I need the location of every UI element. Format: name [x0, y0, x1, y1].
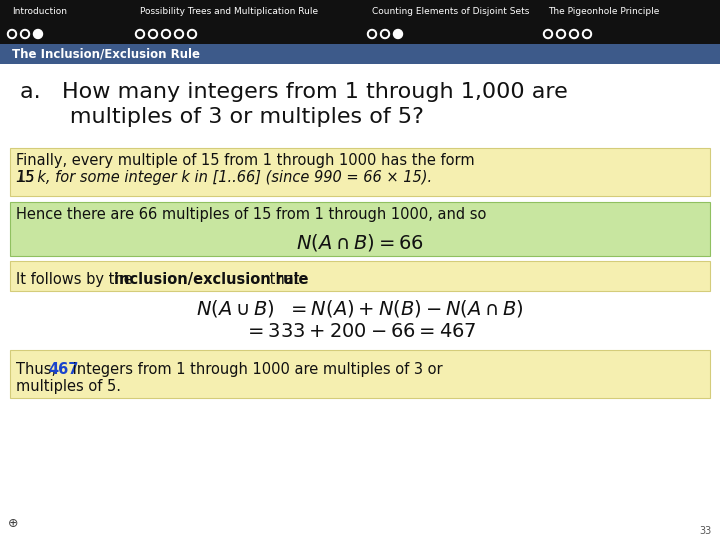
- Circle shape: [138, 31, 143, 37]
- FancyBboxPatch shape: [10, 261, 710, 291]
- Text: that: that: [266, 272, 300, 287]
- Circle shape: [189, 31, 194, 37]
- Circle shape: [585, 31, 590, 37]
- Circle shape: [582, 30, 592, 38]
- FancyBboxPatch shape: [10, 148, 710, 196]
- Circle shape: [544, 30, 552, 38]
- Text: multiples of 3 or multiples of 5?: multiples of 3 or multiples of 5?: [20, 107, 424, 127]
- Text: 15 ​​​​​​k, for some integer k in [1..66] (since 990 = 66 × 15).: 15 ​​​​​​k, for some integer k in [1..66…: [16, 170, 432, 185]
- Circle shape: [161, 30, 171, 38]
- Text: Hence there are 66 multiples of 15 from 1 through 1000, and so: Hence there are 66 multiples of 15 from …: [16, 207, 487, 222]
- Circle shape: [380, 30, 390, 38]
- Text: Introduction: Introduction: [12, 7, 67, 16]
- Circle shape: [135, 30, 145, 38]
- Text: Finally, every multiple of 15 from 1 through 1000 has the form: Finally, every multiple of 15 from 1 thr…: [16, 153, 474, 168]
- Text: ⊕: ⊕: [8, 517, 19, 530]
- FancyBboxPatch shape: [0, 44, 720, 64]
- Circle shape: [163, 31, 168, 37]
- Text: multiples of 5.: multiples of 5.: [16, 379, 121, 394]
- Text: Thus,: Thus,: [16, 362, 60, 377]
- Circle shape: [546, 31, 551, 37]
- Text: 33: 33: [700, 526, 712, 536]
- Text: Possibility Trees and Multiplication Rule: Possibility Trees and Multiplication Rul…: [140, 7, 318, 16]
- Circle shape: [570, 30, 578, 38]
- Text: Counting Elements of Disjoint Sets: Counting Elements of Disjoint Sets: [372, 7, 529, 16]
- Circle shape: [174, 30, 184, 38]
- Circle shape: [394, 30, 402, 38]
- FancyBboxPatch shape: [10, 202, 710, 256]
- Circle shape: [369, 31, 374, 37]
- Text: inclusion/exclusion rule: inclusion/exclusion rule: [114, 272, 309, 287]
- FancyBboxPatch shape: [10, 350, 710, 398]
- Text: 15: 15: [16, 170, 35, 185]
- Text: $\mathit{N}(\mathit{A} \cap \mathit{B}) = 66$: $\mathit{N}(\mathit{A} \cap \mathit{B}) …: [296, 232, 424, 253]
- Text: The Inclusion/Exclusion Rule: The Inclusion/Exclusion Rule: [12, 48, 200, 60]
- Circle shape: [34, 30, 42, 38]
- Circle shape: [176, 31, 181, 37]
- Text: a.   How many integers from 1 through 1,000 are: a. How many integers from 1 through 1,00…: [20, 82, 568, 102]
- Circle shape: [367, 30, 377, 38]
- FancyBboxPatch shape: [0, 64, 720, 540]
- Circle shape: [20, 30, 30, 38]
- Circle shape: [22, 31, 27, 37]
- FancyBboxPatch shape: [0, 0, 720, 44]
- Circle shape: [7, 30, 17, 38]
- Circle shape: [148, 30, 158, 38]
- Circle shape: [557, 30, 565, 38]
- Text: 467: 467: [49, 362, 79, 377]
- Circle shape: [150, 31, 156, 37]
- Circle shape: [572, 31, 577, 37]
- Text: The Pigeonhole Principle: The Pigeonhole Principle: [548, 7, 660, 16]
- Circle shape: [559, 31, 564, 37]
- Circle shape: [187, 30, 197, 38]
- Text: integers from 1 through 1000 are multiples of 3 or: integers from 1 through 1000 are multipl…: [68, 362, 442, 377]
- Text: It follows by the: It follows by the: [16, 272, 138, 287]
- Text: $= 333 + 200 - 66 = 467$: $= 333 + 200 - 66 = 467$: [243, 322, 477, 341]
- Circle shape: [9, 31, 14, 37]
- Circle shape: [382, 31, 387, 37]
- Text: $\mathit{N}(\mathit{A} \cup \mathit{B})\ \ = \mathit{N}(\mathit{A}) + \mathit{N}: $\mathit{N}(\mathit{A} \cup \mathit{B})\…: [196, 298, 524, 319]
